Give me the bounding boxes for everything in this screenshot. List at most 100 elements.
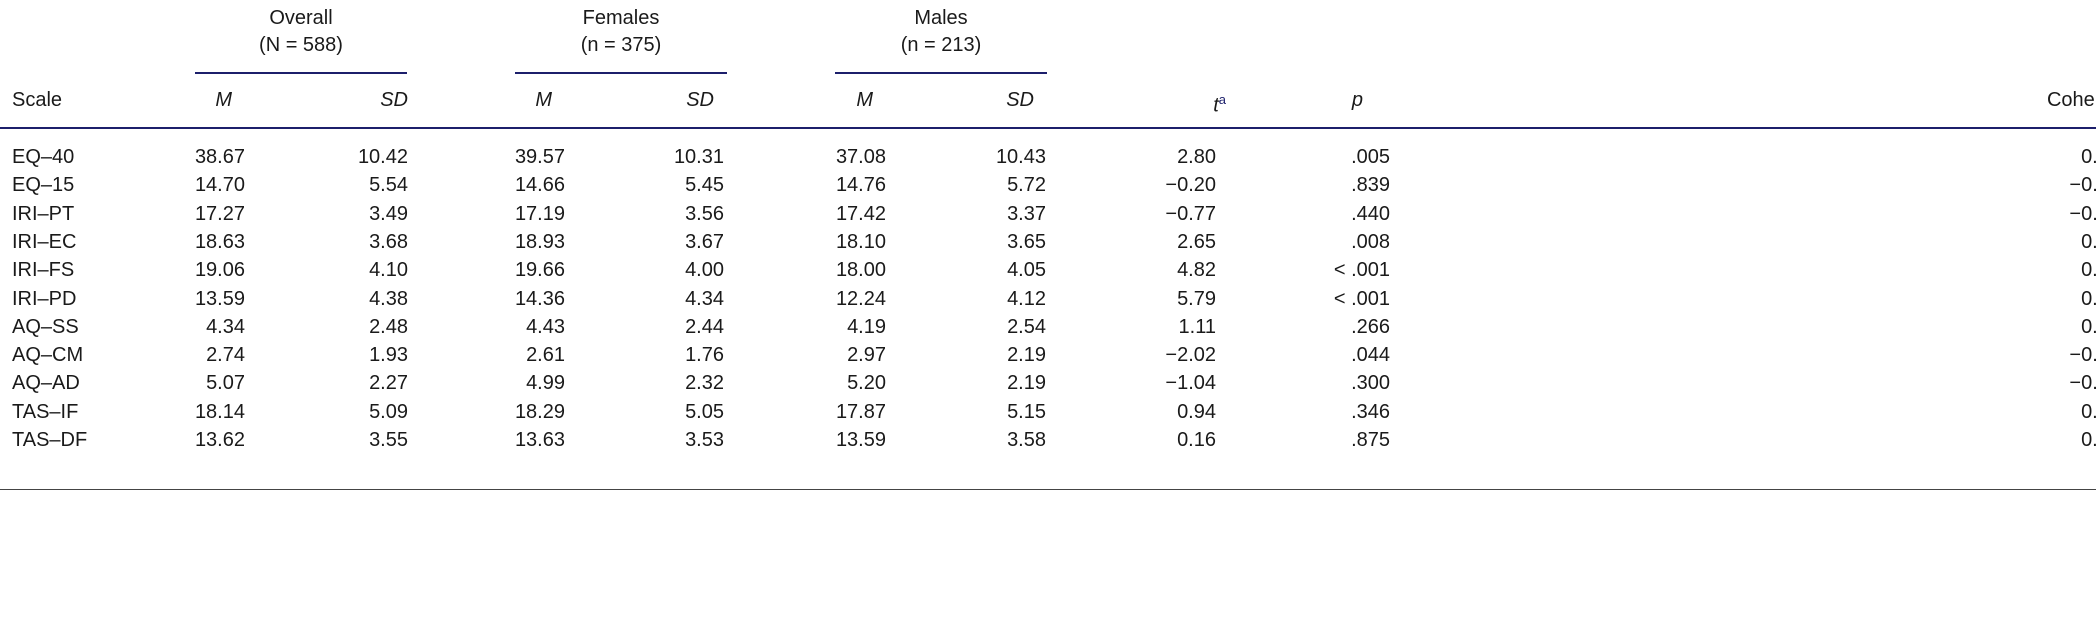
cell: 13.63 <box>514 429 565 451</box>
cell: 0.08 <box>2081 400 2096 423</box>
cell: 19.06 <box>194 259 245 282</box>
cell: 4.34 <box>685 287 724 310</box>
cell: 0.94 <box>1177 400 1216 423</box>
cell: 4.19 <box>847 315 886 338</box>
cell: 12.24 <box>835 287 886 310</box>
cell: 2.74 <box>206 344 245 367</box>
cell: .440 <box>1351 202 1390 225</box>
cell: 14.70 <box>194 174 245 197</box>
cell: 4.12 <box>1007 287 1046 310</box>
cell: −1.04 <box>1165 372 1216 395</box>
cell: .300 <box>1351 372 1390 395</box>
group-label: Males <box>914 7 968 29</box>
cell: 5.15 <box>1007 400 1046 423</box>
cell: 3.49 <box>369 202 408 225</box>
cell: 3.53 <box>685 429 724 451</box>
cell: 10.31 <box>673 146 724 168</box>
cell: 4.10 <box>369 259 408 282</box>
column-header: Scale <box>12 89 63 111</box>
cell: 1.93 <box>369 344 408 367</box>
row-label: IRI–PT <box>12 202 75 225</box>
cell: 4.82 <box>1177 259 1216 282</box>
group-n: (n = 375) <box>580 34 662 56</box>
cell: 0.16 <box>1177 429 1216 451</box>
column-header: p <box>1351 89 1363 111</box>
cell: 2.19 <box>1007 372 1046 395</box>
cell: 2.80 <box>1177 146 1216 168</box>
row-label: IRI–FS <box>12 259 75 282</box>
cell: −0.09 <box>2069 372 2096 395</box>
header-rule <box>0 127 2096 129</box>
cell: 3.67 <box>685 230 724 253</box>
cell: < .001 <box>1333 259 1390 282</box>
cell: 39.57 <box>514 146 565 168</box>
row-label: AQ–CM <box>12 344 84 367</box>
cell: 14.76 <box>835 174 886 197</box>
cell: 14.36 <box>514 287 565 310</box>
column-header: M <box>856 89 873 111</box>
cell: 18.93 <box>514 230 565 253</box>
cell: 19.66 <box>514 259 565 282</box>
cell: −0.07 <box>2069 202 2096 225</box>
row-label: EQ–15 <box>12 174 75 197</box>
cell: 2.32 <box>685 372 724 395</box>
cell: 2.19 <box>1007 344 1046 367</box>
cell: 2.48 <box>369 315 408 338</box>
cell: 18.29 <box>514 400 565 423</box>
cell: 2.61 <box>526 344 565 367</box>
cell: 13.59 <box>194 287 245 310</box>
cell: .346 <box>1351 400 1390 423</box>
cell: 3.37 <box>1007 202 1046 225</box>
column-header: Cohen’s <box>2046 89 2096 111</box>
cell: 17.42 <box>835 202 886 225</box>
cell: −0.18 <box>2069 344 2096 367</box>
cell: 0.10 <box>2081 315 2096 338</box>
cell: 5.45 <box>685 174 724 197</box>
cell: 3.68 <box>369 230 408 253</box>
cell: −0.02 <box>2069 174 2096 197</box>
row-label: IRI–EC <box>12 230 77 253</box>
cell: 5.05 <box>685 400 724 423</box>
cell: 18.63 <box>194 230 245 253</box>
cell: 18.14 <box>194 400 245 423</box>
bottom-rule <box>0 489 2096 490</box>
row-label: AQ–AD <box>12 372 80 395</box>
cell: 10.42 <box>357 146 408 168</box>
column-header: SD <box>686 89 714 111</box>
cell: 4.34 <box>206 315 245 338</box>
cell: .839 <box>1351 174 1390 197</box>
cell: 2.27 <box>369 372 408 395</box>
cell: 10.43 <box>995 146 1046 168</box>
cell: 4.05 <box>1007 259 1046 282</box>
group-n: (n = 213) <box>900 34 982 56</box>
cell: 13.62 <box>194 429 245 451</box>
cell: 17.87 <box>835 400 886 423</box>
cell: 2.97 <box>847 344 886 367</box>
cell: 4.43 <box>526 315 565 338</box>
column-header: SD <box>380 89 408 111</box>
group-rule <box>195 72 407 74</box>
cell: 0.23 <box>2081 230 2096 253</box>
cell: 5.07 <box>206 372 245 395</box>
cell: 18.00 <box>835 259 886 282</box>
cell: 5.09 <box>369 400 408 423</box>
cell: 2.54 <box>1007 315 1046 338</box>
group-n: (N = 588) <box>259 34 343 56</box>
cell: 3.56 <box>685 202 724 225</box>
cell: 0.41 <box>2081 259 2096 282</box>
row-label: AQ–SS <box>12 315 79 338</box>
cell: 3.58 <box>1007 429 1046 451</box>
cell: 3.55 <box>369 429 408 451</box>
column-header: M <box>535 89 552 111</box>
cell: 17.27 <box>194 202 245 225</box>
column-header: ta <box>1213 92 1226 117</box>
row-label: TAS–DF <box>12 429 88 451</box>
cell: .008 <box>1351 230 1390 253</box>
cell: 18.10 <box>835 230 886 253</box>
cell: 4.00 <box>685 259 724 282</box>
row-label: EQ–40 <box>12 146 75 168</box>
cell: 4.99 <box>526 372 565 395</box>
cell: 5.79 <box>1177 287 1216 310</box>
cell: < .001 <box>1333 287 1390 310</box>
